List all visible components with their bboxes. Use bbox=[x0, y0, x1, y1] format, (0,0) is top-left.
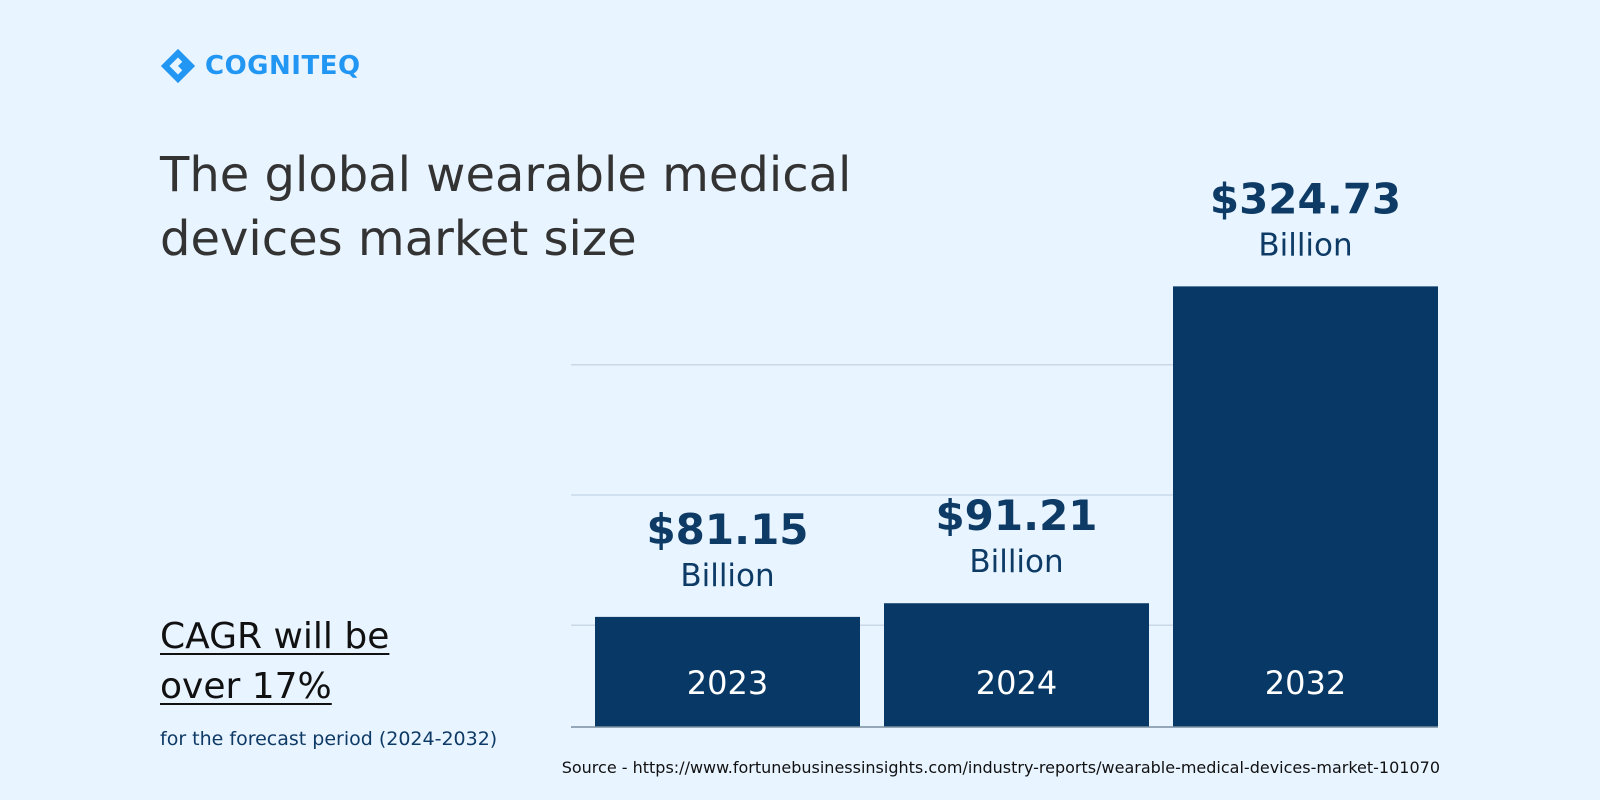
bar-2032 bbox=[1173, 286, 1438, 727]
value-label-2023: $81.15 bbox=[646, 505, 808, 554]
page-title: The global wearable medical devices mark… bbox=[160, 147, 852, 267]
year-label-2023: 2023 bbox=[687, 664, 768, 702]
unit-label-2032: Billion bbox=[1258, 227, 1352, 263]
year-label-2024: 2024 bbox=[976, 664, 1057, 702]
cagr-subtext: for the forecast period (2024-2032) bbox=[160, 728, 498, 750]
cagr-headline: CAGR will be over 17% bbox=[160, 616, 390, 707]
value-label-2024: $91.21 bbox=[935, 491, 1097, 540]
cogniteq-logo-icon bbox=[160, 48, 196, 84]
brand-name: COGNITEQ bbox=[205, 51, 361, 81]
source-citation: Source - https://www.fortunebusinessinsi… bbox=[561, 758, 1440, 777]
bar-2024 bbox=[884, 603, 1149, 727]
brand-logo: COGNITEQ bbox=[159, 46, 361, 86]
year-label-2032: 2032 bbox=[1265, 664, 1346, 702]
unit-label-2023: Billion bbox=[680, 558, 774, 594]
value-label-2032: $324.73 bbox=[1210, 174, 1401, 223]
bar-2023 bbox=[595, 616, 860, 727]
unit-label-2024: Billion bbox=[969, 544, 1063, 580]
